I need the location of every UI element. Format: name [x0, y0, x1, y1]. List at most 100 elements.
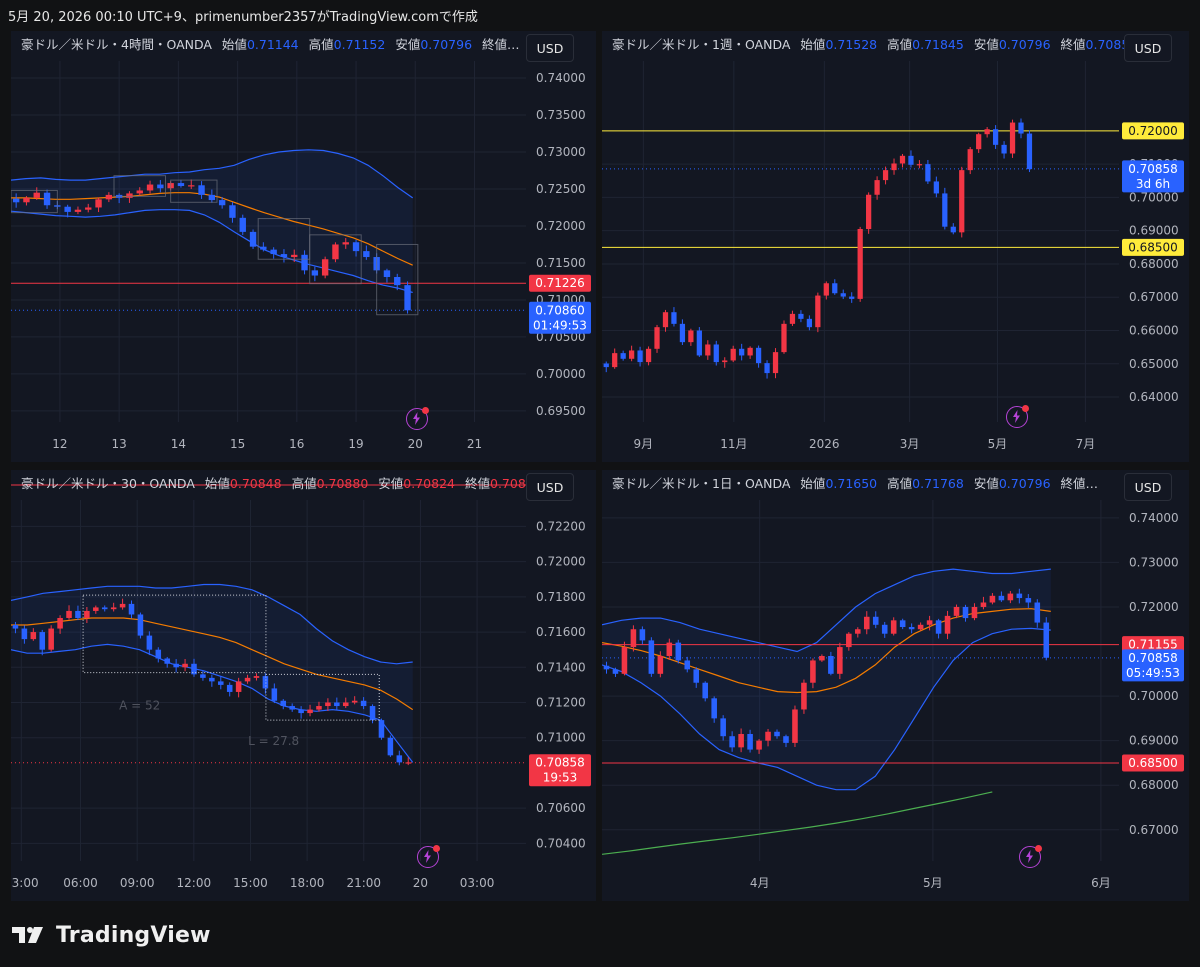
highlight-box: [170, 179, 218, 203]
candle: [177, 183, 185, 187]
candle: [815, 295, 821, 328]
candle: [33, 192, 40, 198]
price-label: 0.72000: [1122, 122, 1184, 140]
x-tick-label: 16: [289, 437, 304, 451]
candle: [173, 663, 179, 668]
candle: [30, 632, 37, 640]
x-tick-label: 03:00: [11, 876, 39, 890]
candle: [648, 640, 655, 674]
chart-weekly-svg[interactable]: 0.720000.710000.700000.690000.680000.670…: [602, 31, 1189, 462]
candle: [21, 628, 28, 640]
currency-button[interactable]: USD: [526, 34, 574, 62]
lightning-icon[interactable]: [1019, 845, 1042, 868]
legend-high-label: 高値: [887, 476, 913, 491]
candle: [85, 207, 92, 210]
candle: [630, 629, 637, 648]
price-label-value: 0.70858: [535, 756, 585, 770]
candle: [405, 762, 412, 764]
candle: [890, 620, 897, 634]
chart-30m-svg[interactable]: 0.72200 0.72000 0.71800 0.71600 0.71400 0.712…: [11, 470, 596, 901]
candle: [182, 663, 188, 668]
candle: [612, 669, 619, 674]
candle: [334, 702, 340, 707]
candle: [679, 323, 686, 343]
candle: [967, 149, 973, 171]
y-tick-label: 0.70000: [1129, 190, 1179, 204]
chart-4h-svg[interactable]: 0.74000 0.73500 0.73000 0.72500 0.72000 0.715…: [11, 31, 596, 462]
candle: [191, 663, 197, 675]
candle: [101, 607, 108, 610]
x-tick-label: 15:00: [233, 876, 268, 890]
legend-close-label: 終値…: [482, 37, 520, 52]
bollinger-upper: [11, 583, 413, 665]
candle: [363, 251, 370, 258]
chart-panel-weekly[interactable]: 0.720000.710000.700000.690000.680000.670…: [602, 31, 1189, 462]
y-tick-label: 0.71000: [536, 731, 586, 745]
x-axis: 4月 5月 6月: [750, 500, 1111, 890]
legend-low: 0.70796: [998, 37, 1051, 52]
chart-panel-daily[interactable]: 0.74000 0.73000 0.72000 0.70000 0.69000 0.680…: [602, 470, 1189, 901]
y-tick-label: 0.66000: [1129, 324, 1179, 338]
chart-panel-4h[interactable]: 0.74000 0.73500 0.73000 0.72500 0.72000 0.715…: [11, 31, 596, 462]
currency-button[interactable]: USD: [1124, 34, 1172, 62]
candle: [218, 200, 226, 206]
x-tick-label: 11月: [720, 437, 747, 451]
candle: [128, 603, 135, 615]
lightning-icon[interactable]: [417, 845, 440, 868]
x-tick-label: 09:00: [120, 876, 155, 890]
candle: [74, 209, 82, 212]
tradingview-wordmark: TradingView: [56, 922, 211, 948]
candle: [383, 270, 391, 278]
candle: [209, 677, 215, 682]
candle: [48, 628, 54, 650]
candle: [675, 642, 682, 661]
candle: [935, 620, 942, 634]
price-label-bg: [1122, 754, 1184, 772]
candle: [244, 677, 251, 682]
price-label-bg: [1122, 160, 1184, 193]
chart-daily-svg[interactable]: 0.74000 0.73000 0.72000 0.70000 0.69000 0.680…: [602, 470, 1189, 901]
lightning-icon[interactable]: [1006, 405, 1029, 428]
y-tick-label: 0.74000: [1129, 511, 1179, 525]
chart-panel-30m[interactable]: 0.72200 0.72000 0.71800 0.71600 0.71400 0.712…: [11, 470, 596, 901]
candle: [711, 698, 717, 719]
lightning-icon[interactable]: [406, 407, 429, 430]
y-tick-label: 0.72000: [1129, 600, 1179, 614]
candle: [840, 293, 846, 297]
x-tick-label: 5月: [988, 437, 1008, 451]
price-label-value: 0.72000: [1128, 124, 1178, 138]
candle: [899, 620, 906, 628]
price-label-bg: [529, 274, 591, 292]
y-tick-label: 0.69000: [1129, 224, 1179, 238]
candle: [917, 624, 924, 630]
x-tick-label: 7月: [1076, 437, 1096, 451]
long-moving-average: [602, 791, 993, 855]
legend-open: 0.70848: [229, 476, 282, 491]
candle: [119, 603, 126, 608]
candle: [992, 129, 999, 145]
currency-button[interactable]: USD: [526, 473, 574, 501]
candle: [989, 595, 996, 603]
price-label-value: 0.71155: [1128, 638, 1178, 652]
candle: [1026, 133, 1033, 170]
price-label-bg: [529, 754, 591, 787]
candle: [764, 363, 770, 374]
candle: [730, 348, 736, 361]
candle: [908, 155, 914, 165]
candle: [832, 283, 838, 294]
y-tick-label: 0.71200: [536, 696, 586, 710]
legend-close-label: 終値: [1060, 37, 1086, 52]
candle: [705, 344, 711, 356]
y-tick-label: 0.73500: [536, 108, 586, 122]
candle: [316, 706, 322, 710]
candle: [208, 194, 216, 201]
candle: [342, 242, 349, 245]
candle: [662, 312, 669, 328]
legend-low-label: 安値: [973, 37, 999, 52]
candle: [846, 633, 852, 648]
currency-button[interactable]: USD: [1124, 473, 1172, 501]
candle: [394, 277, 401, 286]
y-axis: 0.74000 0.73500 0.73000 0.72500 0.72000 0.715…: [11, 71, 586, 418]
x-axis: 9月 11月 2026 3月 5月 7月: [634, 61, 1096, 451]
